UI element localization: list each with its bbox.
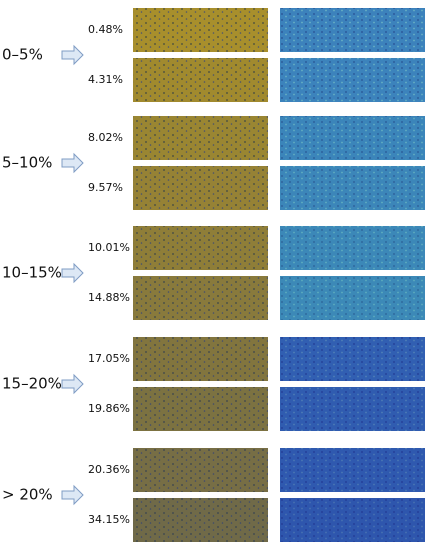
arrow [61,373,84,395]
range-label: 10–15% [2,264,62,282]
photo-blue [280,276,425,320]
photo-blue [280,226,425,270]
photo-blue-shade [280,337,425,381]
photo-blue-shade [280,387,425,431]
percent-label: 34.15% [88,513,130,526]
photo-yellow [133,337,268,381]
percent-label: 14.88% [88,291,130,304]
range-label: 0–5% [2,46,43,64]
photo-yellow [133,8,268,52]
range-label: > 20% [2,486,53,504]
photo-yellow [133,226,268,270]
photo-yellow-shade [133,116,268,160]
photo-yellow-shade [133,166,268,210]
range-label: 15–20% [2,375,62,393]
photo-blue-shade [280,498,425,542]
photo-blue-shade [280,58,425,102]
photo-blue [280,337,425,381]
arrow [61,44,84,66]
photo-yellow [133,58,268,102]
arrow [61,262,84,284]
photo-blue-shade [280,166,425,210]
photo-yellow-shade [133,498,268,542]
percent-label: 19.86% [88,402,130,415]
photo-blue [280,58,425,102]
percent-label: 8.02% [88,131,123,144]
photo-yellow [133,276,268,320]
photo-blue [280,448,425,492]
photo-yellow [133,448,268,492]
photo-blue-shade [280,276,425,320]
arrow [61,484,84,506]
photo-yellow-shade [133,337,268,381]
photo-blue-shade [280,116,425,160]
photo-yellow-shade [133,58,268,102]
photo-blue [280,166,425,210]
photo-blue-shade [280,448,425,492]
photo-yellow-shade [133,387,268,431]
percent-label: 4.31% [88,73,123,86]
photo-blue [280,116,425,160]
photo-yellow [133,498,268,542]
photo-blue-shade [280,226,425,270]
percent-label: 0.48% [88,23,123,36]
photo-blue-shade [280,8,425,52]
photo-yellow-shade [133,226,268,270]
percent-label: 9.57% [88,181,123,194]
percent-label: 17.05% [88,352,130,365]
photo-blue [280,8,425,52]
percent-label: 10.01% [88,241,130,254]
photo-yellow-shade [133,276,268,320]
photo-yellow-shade [133,448,268,492]
photo-yellow [133,116,268,160]
photo-blue [280,387,425,431]
percent-label: 20.36% [88,463,130,476]
photo-yellow [133,387,268,431]
photo-yellow [133,166,268,210]
range-label: 5–10% [2,154,52,172]
arrow [61,152,84,174]
